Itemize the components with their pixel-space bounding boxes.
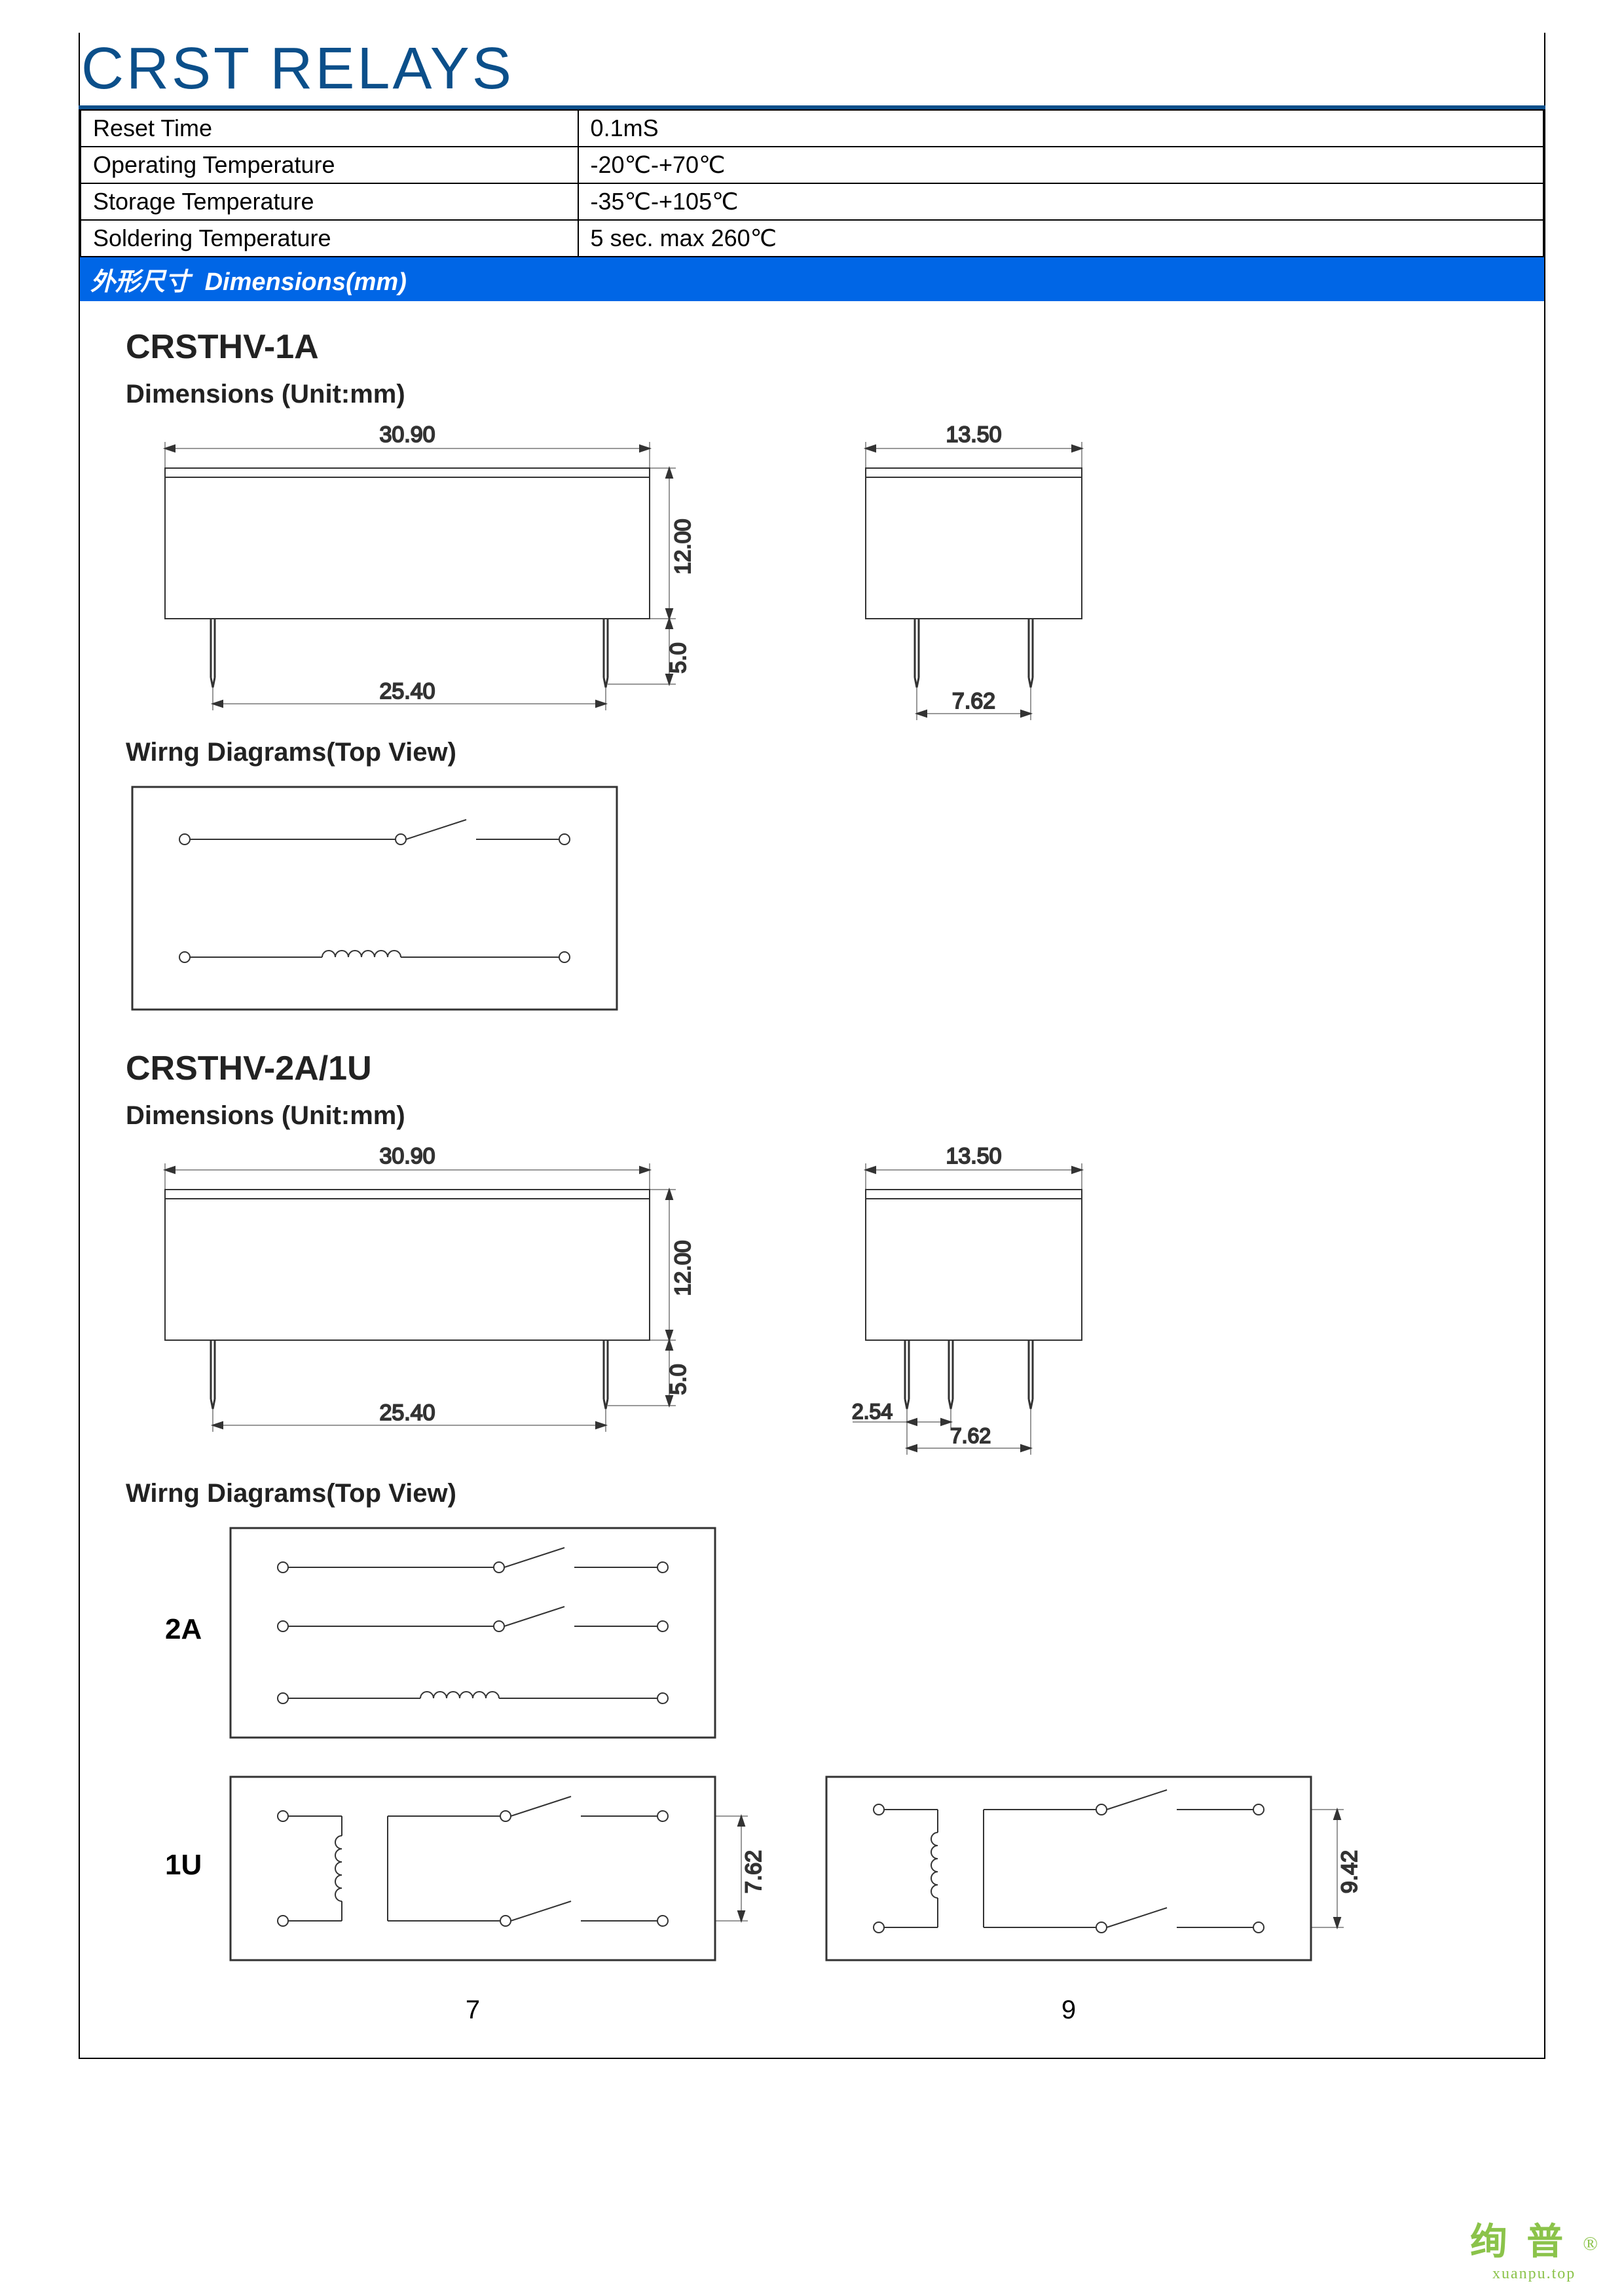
svg-text:13.50: 13.50 bbox=[946, 1144, 1001, 1169]
svg-text:13.50: 13.50 bbox=[946, 422, 1001, 447]
model-2a1u-title: CRSTHV-2A/1U bbox=[126, 1049, 1511, 1088]
model-2a1u-wiring-label: Wirng Diagrams(Top View) bbox=[126, 1479, 1511, 1508]
spec-val: -20℃-+70℃ bbox=[578, 147, 1543, 183]
model-2a1u-dims-row: 30.90 12.00 bbox=[126, 1144, 1511, 1471]
watermark-url: xuanpu.top bbox=[1470, 2265, 1598, 2283]
section-dimensions-bar: 外形尺寸 Dimensions(mm) bbox=[80, 257, 1544, 301]
table-row: Soldering Temperature5 sec. max 260℃ bbox=[81, 220, 1543, 257]
svg-text:7.62: 7.62 bbox=[741, 1850, 766, 1893]
table-row: Storage Temperature-35℃-+105℃ bbox=[81, 183, 1543, 220]
svg-text:30.90: 30.90 bbox=[379, 1144, 435, 1169]
model-1a-block: CRSTHV-1A Dimensions (Unit:mm) 30.90 bbox=[80, 301, 1544, 1023]
svg-text:9.42: 9.42 bbox=[1337, 1850, 1362, 1893]
section-cn: 外形尺寸 bbox=[90, 268, 190, 296]
label-2a: 2A bbox=[165, 1613, 202, 1646]
spec-table: Reset Time0.1mS Operating Temperature-20… bbox=[80, 109, 1544, 257]
model-1a-side-drawing: 13.50 7.62 bbox=[820, 422, 1147, 730]
model-2a1u-block: CRSTHV-2A/1U Dimensions (Unit:mm) 30.90 bbox=[80, 1023, 1544, 2032]
svg-text:5.0: 5.0 bbox=[666, 1364, 691, 1394]
bottom-numbers: 7 9 bbox=[126, 1995, 1511, 2025]
model-1a-dims-label: Dimensions (Unit:mm) bbox=[126, 380, 1511, 409]
table-row: Reset Time0.1mS bbox=[81, 110, 1543, 147]
model-1a-wiring-diagram bbox=[126, 780, 623, 1016]
spec-val: 5 sec. max 260℃ bbox=[578, 220, 1543, 257]
watermark: 绚普® xuanpu.top bbox=[1470, 2212, 1598, 2283]
page-title: CRST RELAYS bbox=[79, 33, 1545, 109]
wiring-2a-row: 2A bbox=[126, 1522, 1511, 1744]
watermark-brand: 绚普 bbox=[1470, 2222, 1583, 2263]
wiring-1u-diagram-b: 9.42 bbox=[820, 1770, 1383, 1993]
model-2a1u-side-drawing: 13.50 2.54 bbox=[820, 1144, 1147, 1471]
svg-text:12.00: 12.00 bbox=[671, 1240, 695, 1296]
svg-text:2.54: 2.54 bbox=[852, 1400, 893, 1423]
spec-key: Reset Time bbox=[81, 110, 578, 147]
model-2a1u-dims-label: Dimensions (Unit:mm) bbox=[126, 1101, 1511, 1131]
svg-text:25.40: 25.40 bbox=[379, 679, 435, 704]
model-1a-title: CRSTHV-1A bbox=[126, 327, 1511, 367]
spec-key: Operating Temperature bbox=[81, 147, 578, 183]
section-en: Dimensions(mm) bbox=[205, 268, 407, 296]
svg-text:7.62: 7.62 bbox=[952, 689, 995, 714]
registered-icon: ® bbox=[1583, 2233, 1598, 2255]
svg-text:7.62: 7.62 bbox=[950, 1424, 991, 1448]
svg-text:12.00: 12.00 bbox=[671, 519, 695, 574]
svg-text:25.40: 25.40 bbox=[379, 1400, 435, 1425]
model-1a-front-drawing: 30.90 12.00 bbox=[126, 422, 715, 730]
model-1a-wiring-label: Wirng Diagrams(Top View) bbox=[126, 738, 1511, 767]
spec-val: 0.1mS bbox=[578, 110, 1543, 147]
svg-text:5.0: 5.0 bbox=[666, 642, 691, 673]
spec-key: Storage Temperature bbox=[81, 183, 578, 220]
bottom-num-b: 9 bbox=[787, 1995, 1350, 2025]
bottom-num-a: 7 bbox=[191, 1995, 754, 2025]
table-row: Operating Temperature-20℃-+70℃ bbox=[81, 147, 1543, 183]
wiring-1u-row: 1U bbox=[126, 1770, 1511, 1993]
model-2a1u-front-drawing: 30.90 12.00 bbox=[126, 1144, 715, 1451]
label-1u: 1U bbox=[165, 1849, 202, 1882]
wiring-2a-diagram bbox=[224, 1522, 722, 1744]
model-1a-dims-row: 30.90 12.00 bbox=[126, 422, 1511, 730]
spec-val: -35℃-+105℃ bbox=[578, 183, 1543, 220]
wiring-1u-diagram-a: 7.62 bbox=[224, 1770, 787, 1993]
spec-key: Soldering Temperature bbox=[81, 220, 578, 257]
svg-text:30.90: 30.90 bbox=[379, 422, 435, 447]
page-frame: CRST RELAYS Reset Time0.1mS Operating Te… bbox=[79, 33, 1545, 2059]
